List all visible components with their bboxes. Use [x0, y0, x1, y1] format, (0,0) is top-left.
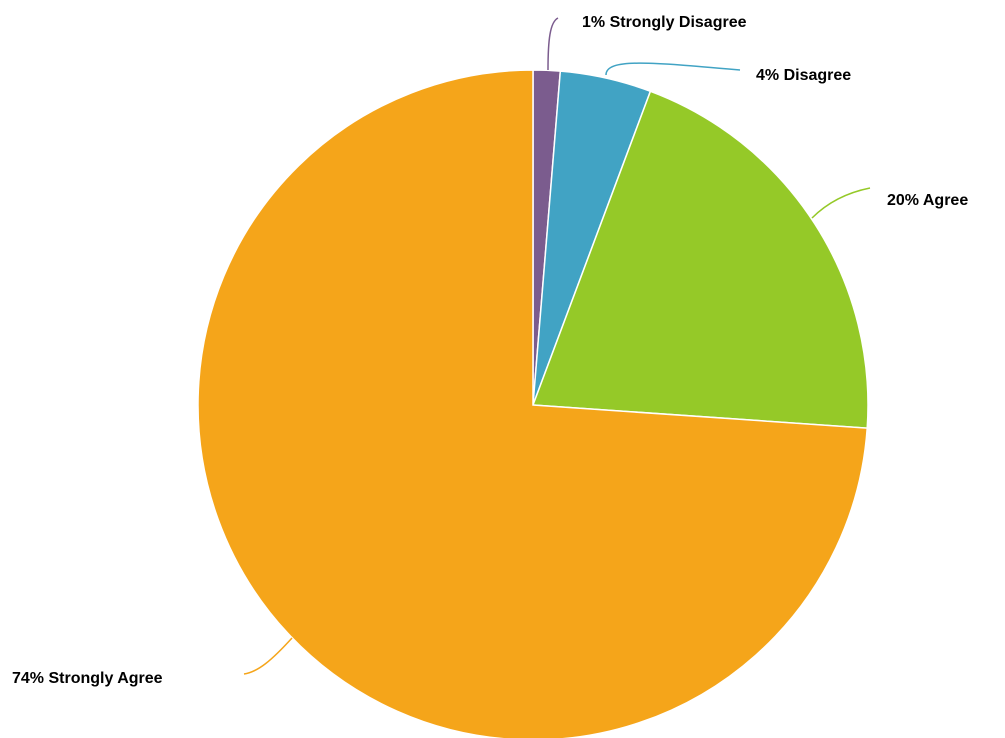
leader-line-disagree — [605, 62, 741, 76]
leader-lines — [243, 17, 871, 675]
slice-labels: 1% Strongly Disagree 4% Disagree 20% Agr… — [12, 14, 968, 687]
leader-line-strongly-disagree — [547, 17, 559, 71]
label-disagree: 4% Disagree — [756, 67, 851, 84]
slice-agree — [531, 90, 869, 429]
leader-line-agree — [811, 187, 871, 219]
slice-strongly-agree — [197, 69, 869, 738]
label-strongly-agree: 74% Strongly Agree — [12, 670, 163, 687]
label-strongly-disagree: 1% Strongly Disagree — [582, 14, 747, 31]
leader-line-strongly-agree — [243, 637, 293, 675]
pie-slices — [197, 69, 869, 738]
label-agree: 20% Agree — [887, 192, 968, 209]
